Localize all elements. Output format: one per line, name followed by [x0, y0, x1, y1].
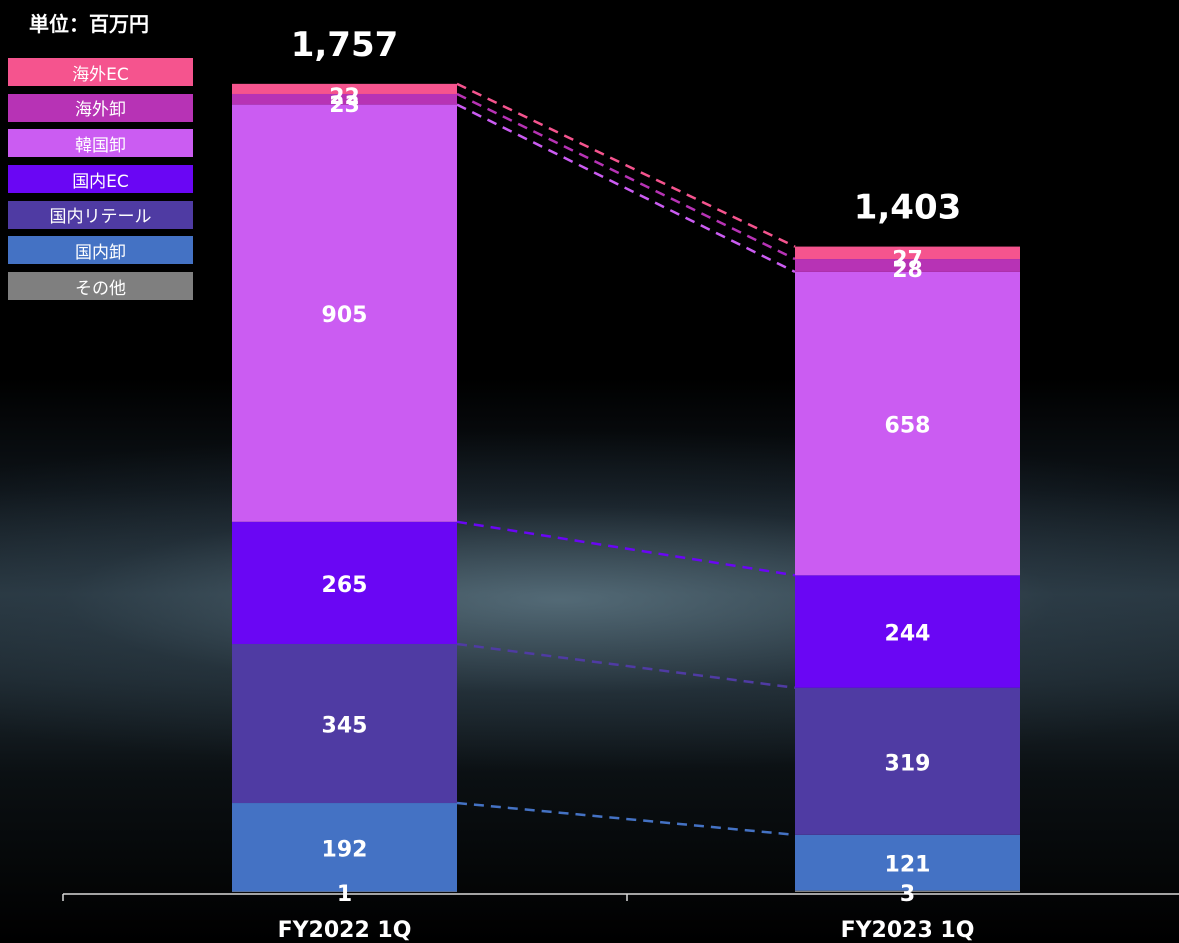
category-label-fy2023-1q: FY2023 1Q — [841, 918, 975, 943]
total-label-fy2022-1q: 1,757 — [291, 25, 399, 65]
legend: 海外EC 海外卸韓国卸国内EC 国内リテール 国内卸その他 — [8, 58, 193, 308]
connector-line-1 — [456, 801, 796, 837]
value-label-fy2023-1q-series-6: 27 — [892, 248, 923, 273]
connector-line-3 — [456, 520, 796, 577]
value-label-fy2022-1q-series-2: 345 — [322, 713, 368, 738]
value-label-fy2023-1q-series-0: 3 — [900, 882, 915, 907]
unit-label: 単位：百万円 — [29, 12, 149, 36]
bar-fy2023-1q-series-4 — [795, 271, 1020, 576]
connector-line-6 — [456, 82, 796, 248]
bar-fy2022-1q-series-2 — [232, 643, 457, 804]
bar-fy2022-1q-series-1 — [232, 803, 457, 892]
value-label-fy2023-1q-series-1: 121 — [885, 853, 931, 878]
bar-fy2022-1q-series-5 — [232, 93, 457, 105]
bar-fy2022-1q-series-0 — [232, 891, 457, 893]
value-label-fy2023-1q-series-3: 244 — [885, 622, 931, 647]
category-label-fy2022-1q: FY2022 1Q — [278, 918, 412, 943]
bar-fy2023-1q-series-0 — [795, 890, 1020, 892]
value-label-fy2022-1q-series-4: 905 — [322, 303, 368, 328]
value-label-fy2023-1q-series-4: 658 — [885, 414, 931, 439]
total-label-fy2023-1q: 1,403 — [854, 188, 962, 228]
value-label-fy2022-1q-series-1: 192 — [322, 837, 368, 862]
bar-fy2022-1q-series-3 — [232, 521, 457, 644]
value-label-fy2023-1q-series-5: 28 — [892, 258, 923, 283]
legend-item-4: 国内リテール — [8, 200, 193, 229]
value-label-fy2023-1q-series-2: 319 — [885, 751, 931, 776]
bar-fy2022-1q-series-6 — [232, 83, 457, 94]
bar-fy2023-1q-series-5 — [795, 259, 1020, 272]
x-axis: FY2022 1Q FY2023 1Q — [62, 893, 1179, 943]
legend-item-5: 国内卸 — [8, 236, 193, 265]
connector-line-5 — [456, 92, 796, 261]
connector-lines — [456, 82, 796, 837]
bar-fy2022-1q-series-4 — [232, 104, 457, 522]
legend-item-6: その他 — [8, 272, 193, 301]
bars — [232, 83, 1020, 893]
bar-fy2023-1q-series-2 — [795, 687, 1020, 835]
value-label-fy2022-1q-series-6: 22 — [329, 85, 360, 110]
legend-item-3: 国内EC — [8, 165, 193, 194]
connector-line-4 — [456, 103, 796, 274]
legend-item-1: 海外卸 — [8, 93, 193, 122]
legend-item-2: 韓国卸 — [8, 129, 193, 158]
bar-fy2023-1q-series-6 — [795, 246, 1020, 260]
legend-item-0: 海外EC — [8, 58, 193, 86]
value-label-fy2022-1q-series-5: 23 — [329, 93, 360, 118]
value-label-fy2022-1q-series-3: 265 — [322, 573, 368, 598]
connector-line-2 — [456, 642, 796, 690]
bar-fy2023-1q-series-3 — [795, 575, 1020, 688]
bar-fy2023-1q-series-1 — [795, 834, 1020, 891]
value-label-fy2022-1q-series-0: 1 — [337, 882, 352, 907]
